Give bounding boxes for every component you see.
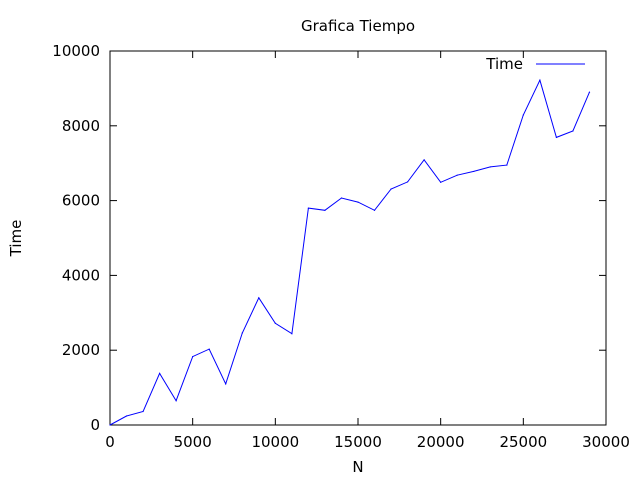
data-point <box>241 332 243 334</box>
data-point <box>159 372 161 374</box>
plot-border <box>109 50 607 426</box>
data-point <box>423 159 425 161</box>
y-axis: 0 2000 4000 6000 8000 10000 <box>52 42 606 434</box>
legend: Time <box>485 55 585 73</box>
y-tick-label: 6000 <box>62 192 100 210</box>
data-point <box>390 188 392 190</box>
legend-label: Time <box>485 55 523 73</box>
x-tick-label: 5000 <box>174 433 212 451</box>
data-point <box>125 415 128 417</box>
data-point <box>407 181 409 183</box>
series-layer <box>109 78 591 426</box>
data-point <box>489 166 491 168</box>
series-line-time <box>109 78 590 426</box>
x-tick-label: 0 <box>105 433 115 451</box>
x-tick-label: 10000 <box>251 433 299 451</box>
x-tick-label: 30000 <box>582 433 630 451</box>
y-tick-label: 10000 <box>52 42 100 60</box>
data-point <box>539 79 541 81</box>
x-axis: 0 5000 10000 15000 20000 25000 30000 <box>105 51 630 451</box>
y-tick-label: 0 <box>90 416 100 434</box>
data-point <box>225 383 227 385</box>
y-axis-label: Time <box>7 220 25 258</box>
data-point <box>572 130 574 132</box>
data-point <box>555 136 558 138</box>
x-tick-label: 20000 <box>417 433 465 451</box>
y-tick-label: 2000 <box>62 341 100 359</box>
data-point <box>307 207 309 209</box>
data-point <box>373 209 376 211</box>
data-point <box>456 174 458 176</box>
y-tick-label: 4000 <box>62 266 100 284</box>
data-point <box>208 348 210 350</box>
data-point <box>357 201 359 203</box>
data-point <box>440 181 442 183</box>
plot-frame <box>109 50 607 426</box>
data-point <box>522 114 524 116</box>
data-point <box>274 322 276 324</box>
data-point <box>340 197 343 199</box>
data-point <box>291 333 293 335</box>
y-tick-label: 8000 <box>62 117 100 135</box>
data-point <box>142 410 144 413</box>
x-tick-label: 15000 <box>334 433 382 451</box>
data-point <box>109 424 111 426</box>
data-point <box>473 170 475 173</box>
data-point <box>588 91 591 93</box>
data-point <box>175 400 177 402</box>
chart-title: Grafica Tiempo <box>301 17 415 35</box>
data-point <box>192 355 194 358</box>
x-tick-label: 25000 <box>499 433 547 451</box>
x-axis-label: N <box>352 458 363 476</box>
data-point <box>258 297 260 299</box>
data-point <box>324 209 326 211</box>
data-point <box>506 164 508 166</box>
